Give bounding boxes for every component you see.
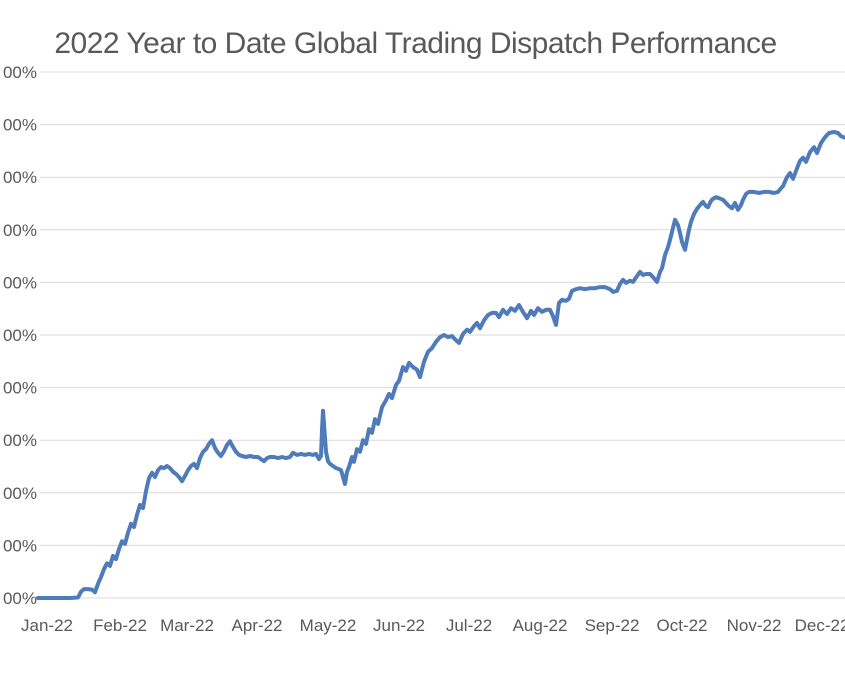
y-axis-tick-label: 00% bbox=[3, 273, 37, 292]
x-axis-tick-label: Aug-22 bbox=[513, 616, 568, 635]
performance-line-series bbox=[36, 130, 845, 600]
x-axis-tick-label: Jul-22 bbox=[446, 616, 492, 635]
y-axis-tick-label: 00% bbox=[3, 379, 37, 398]
y-axis-tick-label: 00% bbox=[3, 221, 37, 240]
chart-title: 2022 Year to Date Global Trading Dispatc… bbox=[54, 27, 777, 60]
x-axis-tick-label: Jan-22 bbox=[21, 616, 73, 635]
y-axis-tick-label: 00% bbox=[3, 431, 37, 450]
x-axis-tick-label: Feb-22 bbox=[93, 616, 147, 635]
y-axis-tick-label: 00% bbox=[3, 484, 37, 503]
x-axis-tick-label: Mar-22 bbox=[160, 616, 214, 635]
x-axis-tick-label: Sep-22 bbox=[585, 616, 640, 635]
y-axis-tick-label: 00% bbox=[3, 326, 37, 345]
x-axis-tick-label: Dec-22 bbox=[795, 616, 845, 635]
x-axis-tick-label: May-22 bbox=[300, 616, 357, 635]
y-axis-tick-label: 00% bbox=[3, 63, 37, 82]
y-axis-tick-label: 00% bbox=[3, 116, 37, 135]
x-axis-tick-label: Nov-22 bbox=[727, 616, 782, 635]
y-axis-tick-label: 00% bbox=[3, 589, 37, 608]
x-axis-tick-label: Oct-22 bbox=[656, 616, 707, 635]
y-axis-tick-label: 00% bbox=[3, 536, 37, 555]
x-axis-tick-label: Apr-22 bbox=[231, 616, 282, 635]
x-axis-tick-label: Jun-22 bbox=[373, 616, 425, 635]
y-axis-tick-label: 00% bbox=[3, 168, 37, 187]
